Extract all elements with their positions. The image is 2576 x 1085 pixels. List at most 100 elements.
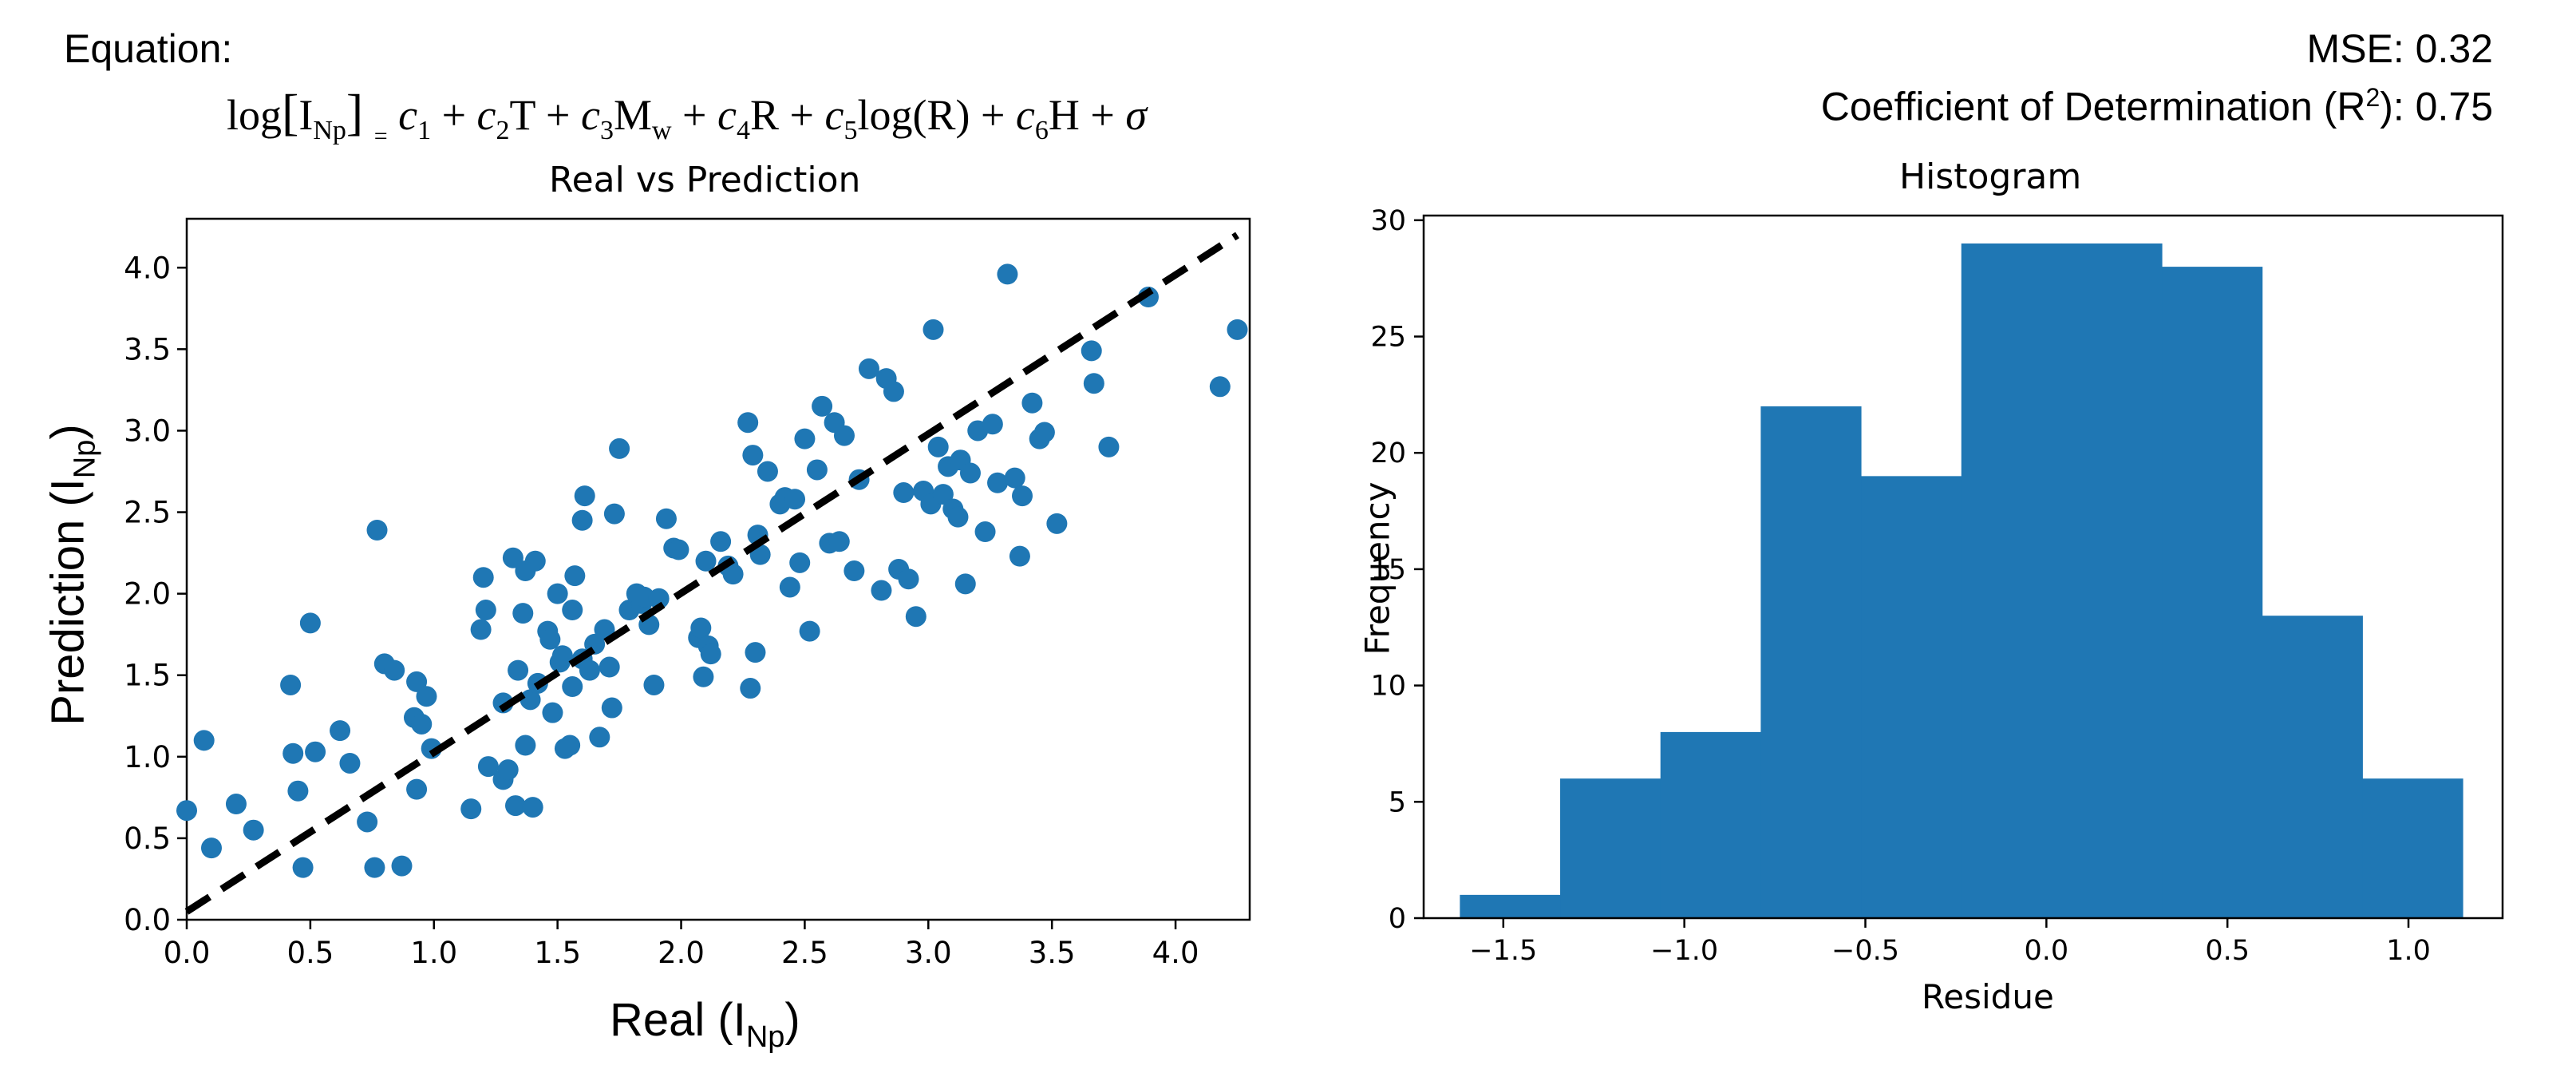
scatter-point (406, 778, 428, 800)
scatter-ytick-label: 3.5 (124, 332, 171, 366)
scatter-point (406, 671, 428, 692)
scatter-ytick-label: 1.5 (124, 659, 171, 693)
scatter-point (742, 445, 764, 466)
scatter-point (668, 539, 689, 560)
scatter-point (357, 811, 378, 833)
scatter-ytick-label: 4.0 (124, 251, 171, 285)
scatter-point (898, 568, 919, 590)
scatter-point (384, 659, 405, 681)
scatter-point (959, 462, 981, 484)
scatter-point (542, 702, 563, 723)
histogram-xtick-label: −1.0 (1650, 935, 1718, 967)
scatter-point (280, 674, 302, 695)
scatter-point (603, 503, 625, 525)
scatter-point (287, 780, 309, 802)
r2-prefix: Coefficient of Determination (R (1820, 84, 2366, 129)
scatter-point (364, 857, 385, 878)
scatter-plot: 0.0 0.5 1.0 1.5 2.0 2.5 3.0 3.5 4.0 0.0 0.5 1.0 1.5 2… (124, 217, 1251, 970)
r2-suffix: ): 0.75 (2380, 84, 2493, 129)
scatter-point (987, 472, 1009, 493)
scatter-point (562, 676, 583, 698)
scatter-point (339, 752, 361, 774)
eq-plus-2: + (546, 91, 571, 139)
eq-c4: c (717, 91, 737, 139)
scatter-xtick-label: 4.0 (1152, 936, 1199, 970)
scatter-point (460, 798, 482, 820)
histogram-ytick-label: 5 (1389, 786, 1406, 818)
scatter-xlabel-end: ) (784, 994, 800, 1046)
histogram-xtick-label: 1.0 (2386, 935, 2431, 967)
scatter-point (305, 741, 326, 762)
eq-plus-6: + (1090, 91, 1115, 139)
eq-plus-4: + (789, 91, 814, 139)
eq-i: I (298, 91, 314, 139)
eq-logr: log(R) (857, 91, 970, 139)
eq-bracket-open: [ (282, 84, 299, 141)
scatter-point (1021, 392, 1043, 414)
eq-i-sub: Np (313, 116, 346, 145)
eq-c2-sub: 2 (496, 116, 510, 145)
scatter-xtick-label: 3.5 (1029, 936, 1076, 970)
scatter-point (693, 666, 714, 687)
scatter-point (571, 509, 593, 531)
scatter-point (520, 689, 541, 711)
scatter-point (927, 436, 949, 457)
scatter-point (745, 642, 766, 663)
scatter-point (564, 565, 586, 587)
scatter-point (844, 560, 865, 582)
scatter-point (1081, 340, 1102, 362)
scatter-point (982, 414, 1003, 435)
histogram-bar (1460, 894, 1561, 918)
scatter-point (282, 742, 304, 764)
eq-plus-5: + (980, 91, 1006, 139)
eq-c2: c (476, 91, 496, 139)
scatter-point (883, 381, 904, 402)
histogram-bar (2061, 243, 2163, 918)
histogram-ytick-label: 15 (1370, 554, 1406, 586)
equation-label: Equation: (64, 26, 233, 71)
scatter-xlabel: Real (INp) (610, 993, 800, 1055)
scatter-point (833, 425, 855, 446)
scatter-xtick-label: 0.0 (164, 936, 211, 970)
histogram-bar (2162, 267, 2263, 918)
scatter-point (858, 358, 879, 379)
scatter-point (997, 263, 1018, 285)
scatter-point (1004, 467, 1025, 489)
scatter-point (470, 619, 492, 640)
scatter-point (176, 800, 197, 822)
eq-r: R (749, 91, 780, 139)
scatter-point (562, 600, 583, 621)
scatter-point (1009, 545, 1030, 567)
scatter-point (784, 489, 806, 510)
eq-c3-sub: 3 (599, 116, 614, 145)
scatter-point (740, 678, 761, 699)
scatter-point (932, 484, 954, 505)
scatter-ytick-label: 1.0 (124, 740, 171, 774)
histogram-xlabel: Residue (1922, 977, 2054, 1016)
scatter-point (722, 564, 744, 585)
histogram-xtick-label: −0.5 (1831, 935, 1899, 967)
scatter-xtick-label: 0.5 (286, 936, 334, 970)
eq-sigma: σ (1125, 91, 1147, 139)
fit-line (184, 232, 1239, 915)
scatter-point (299, 612, 321, 634)
histogram-ytick-label: 20 (1370, 438, 1406, 469)
eq-plus-1: + (441, 91, 467, 139)
histogram-bar (1560, 778, 1661, 918)
scatter-point (330, 720, 351, 742)
scatter-point (589, 727, 610, 748)
mse-value: MSE: 0.32 (2306, 26, 2493, 71)
scatter-point (502, 547, 523, 568)
scatter-point (643, 674, 665, 695)
scatter-point (601, 697, 622, 719)
scatter-point (411, 713, 433, 735)
eq-c1-sub: 1 (417, 116, 432, 145)
scatter-point (599, 656, 620, 678)
histogram-plot: −1.5 −1.0 −0.5 0.0 0.5 1.0 0 5 10 15 20 25 30 (1370, 205, 2504, 967)
scatter-point (648, 588, 670, 609)
scatter-point (1209, 376, 1231, 398)
eq-c5: c (824, 91, 844, 139)
scatter-point (1227, 319, 1248, 340)
histogram-bar (1760, 406, 1862, 918)
